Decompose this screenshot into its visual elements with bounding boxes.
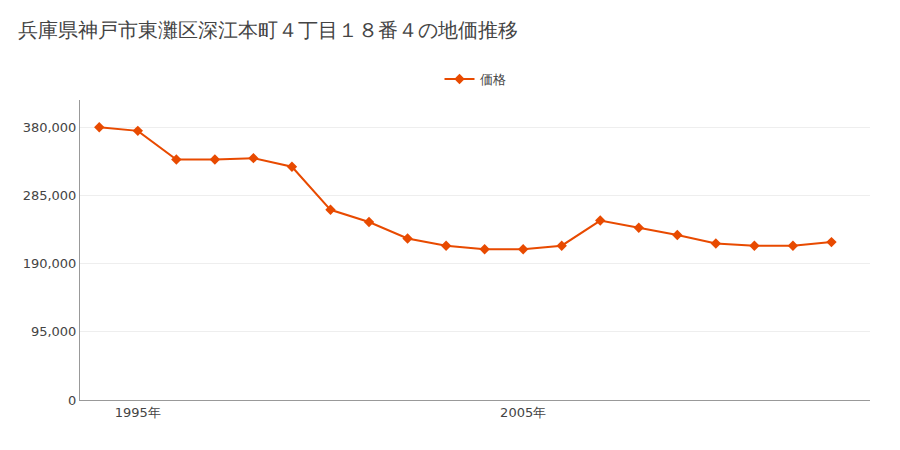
svg-text:190,000: 190,000 (23, 256, 77, 271)
svg-text:0: 0 (68, 393, 76, 408)
svg-text:兵庫県神戸市東灘区深江本町４丁目１８番４の地価推移: 兵庫県神戸市東灘区深江本町４丁目１８番４の地価推移 (18, 18, 518, 42)
svg-text:価格: 価格 (480, 72, 506, 87)
svg-text:2005年: 2005年 (500, 405, 546, 420)
svg-text:380,000: 380,000 (23, 120, 77, 135)
svg-text:95,000: 95,000 (31, 324, 77, 339)
svg-text:1995年: 1995年 (115, 405, 161, 420)
svg-text:285,000: 285,000 (23, 188, 77, 203)
